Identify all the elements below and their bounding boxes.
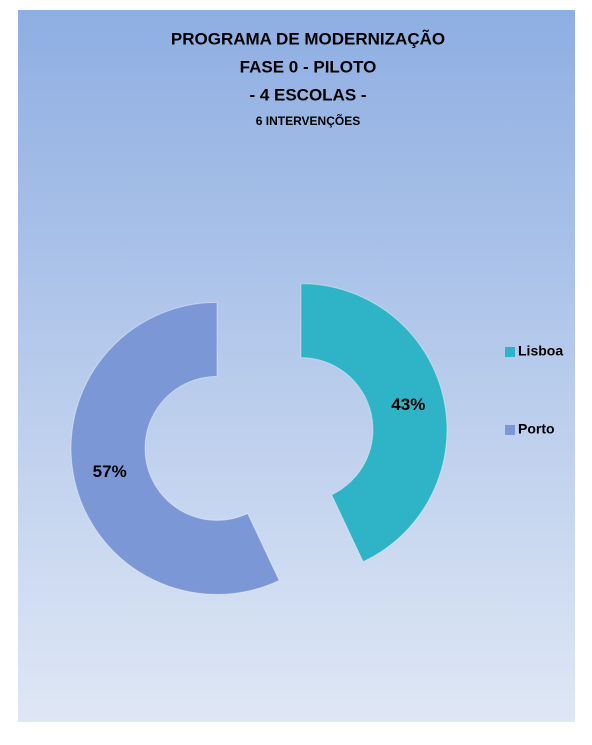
data-label: 57% bbox=[93, 462, 127, 481]
legend-label: Lisboa bbox=[518, 343, 563, 359]
chart-subtitle: FASE 0 - PILOTO bbox=[240, 57, 377, 76]
donut-segment bbox=[70, 301, 280, 595]
chart-subtitle: 6 INTERVENÇÕES bbox=[256, 113, 360, 128]
donut-segment bbox=[300, 283, 448, 563]
chart-subtitle: - 4 ESCOLAS - bbox=[249, 85, 366, 104]
legend-swatch bbox=[505, 347, 515, 357]
legend-swatch bbox=[505, 425, 515, 435]
data-label: 43% bbox=[391, 395, 425, 414]
legend-label: Porto bbox=[518, 421, 555, 437]
chart-title: PROGRAMA DE MODERNIZAÇÃO bbox=[171, 28, 445, 48]
